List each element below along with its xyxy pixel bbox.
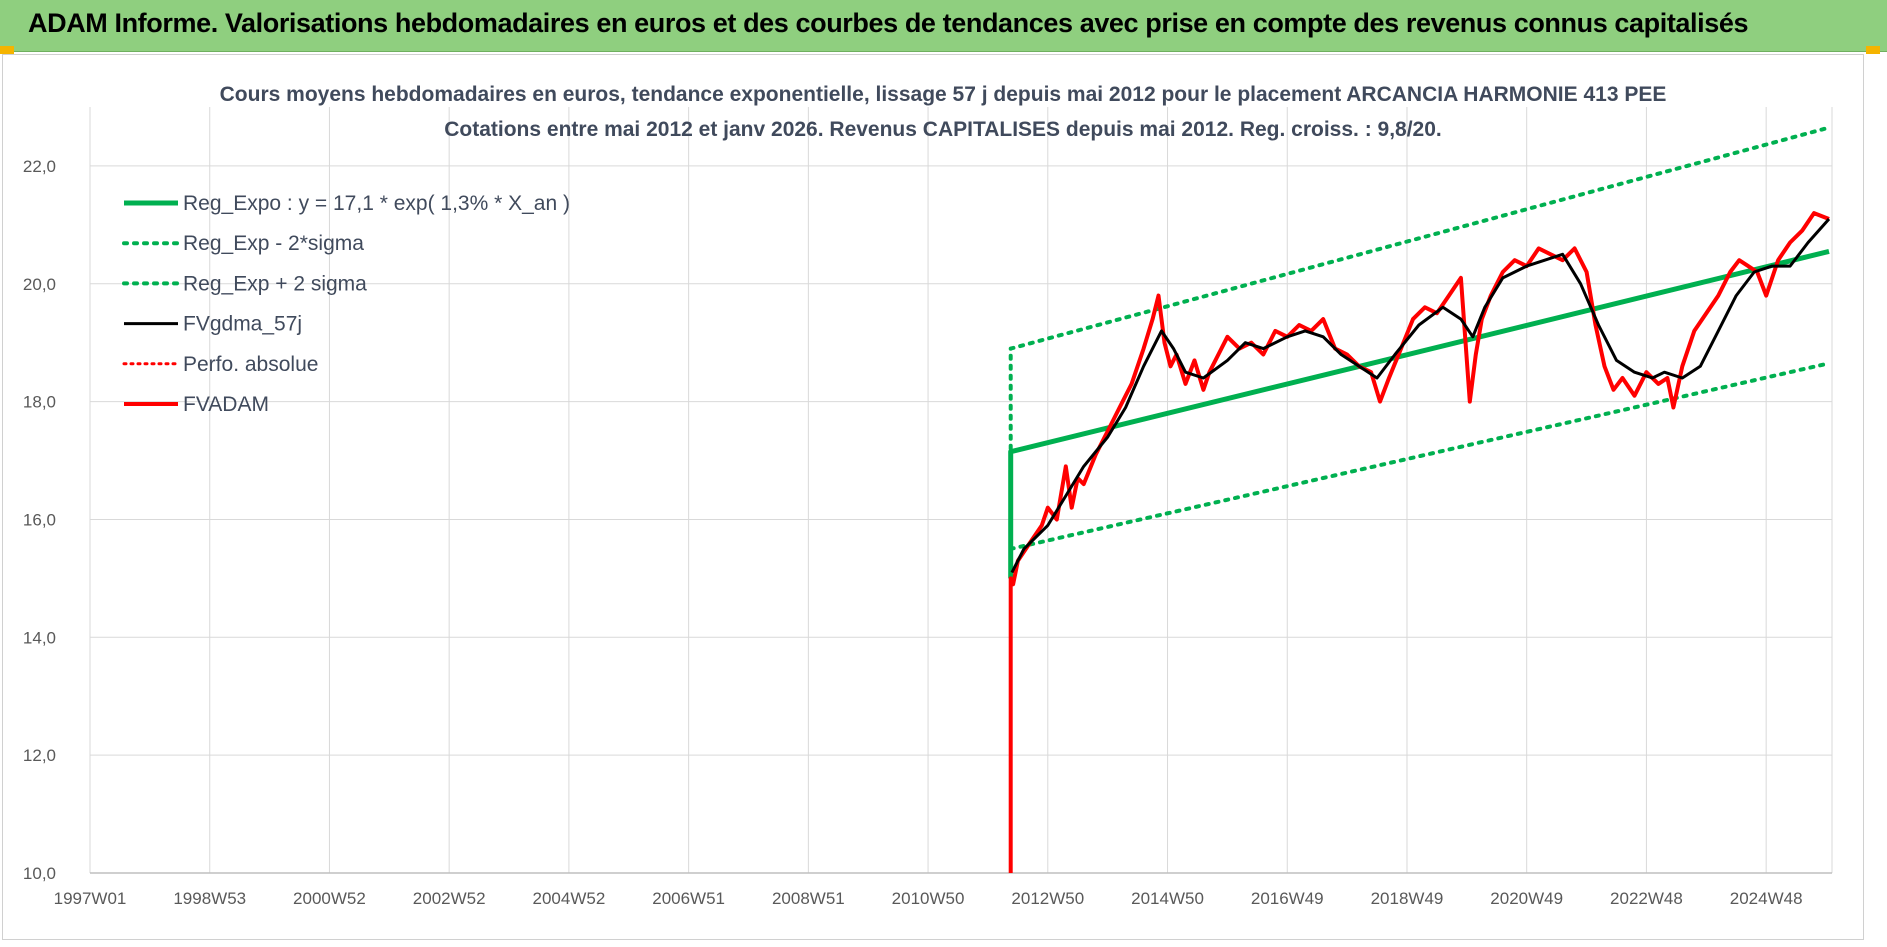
corner-mark-top-right [1866, 46, 1880, 54]
legend-label: Reg_Exp + 2 sigma [183, 272, 367, 295]
y-tick-label: 12,0 [23, 746, 56, 765]
chart-subtitle: Cotations entre mai 2012 et janv 2026. R… [444, 118, 1442, 141]
report-title: ADAM Informe. Valorisations hebdomadaire… [28, 8, 1749, 38]
x-tick-label: 2014W50 [1131, 889, 1204, 908]
legend-label: FVADAM [183, 393, 269, 416]
x-tick-label: 2016W49 [1251, 889, 1324, 908]
legend-label: Reg_Expo : y = 17,1 * exp( 1,3% * X_an ) [183, 192, 570, 215]
y-tick-label: 16,0 [23, 510, 56, 529]
y-tick-label: 22,0 [23, 157, 56, 176]
chart-title: Cours moyens hebdomadaires en euros, ten… [220, 83, 1667, 106]
x-tick-label: 2012W50 [1011, 889, 1084, 908]
x-tick-label: 2004W52 [533, 889, 606, 908]
x-tick-label: 1998W53 [173, 889, 246, 908]
x-tick-label: 1997W01 [54, 889, 127, 908]
y-tick-label: 14,0 [23, 628, 56, 647]
series-line-2 [1008, 125, 1831, 451]
x-tick-label: 2022W48 [1610, 889, 1683, 908]
y-tick-label: 18,0 [23, 393, 56, 412]
y-tick-label: 10,0 [23, 864, 56, 883]
x-tick-label: 2024W48 [1730, 889, 1803, 908]
x-tick-label: 2008W51 [772, 889, 845, 908]
legend-label: Perfo. absolue [183, 353, 318, 376]
x-tick-label: 2018W49 [1371, 889, 1444, 908]
x-tick-label: 2000W52 [293, 889, 366, 908]
y-tick-label: 20,0 [23, 275, 56, 294]
legend-label: Reg_Exp - 2*sigma [183, 232, 364, 255]
series-line-1 [1008, 361, 1831, 551]
legend-label: FVgdma_57j [183, 313, 302, 336]
series-line-3 [1010, 218, 1831, 574]
series-line-0 [1008, 248, 1830, 579]
x-tick-label: 2010W50 [892, 889, 965, 908]
series-line-5 [1008, 211, 1830, 873]
report-header: ADAM Informe. Valorisations hebdomadaire… [0, 0, 1887, 52]
corner-mark-top-left [0, 46, 14, 54]
x-tick-label: 2002W52 [413, 889, 486, 908]
x-tick-label: 2020W49 [1490, 889, 1563, 908]
x-tick-label: 2006W51 [652, 889, 725, 908]
